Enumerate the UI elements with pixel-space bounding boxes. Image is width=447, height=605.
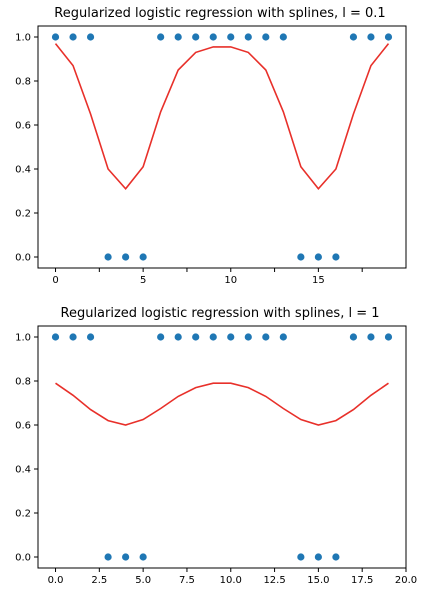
chart-2-y-tick-label: 1.0 <box>15 333 31 344</box>
chart-2-axes-frame <box>37 325 407 569</box>
chart-2-data-point <box>192 333 200 341</box>
chart-1-y-tick-label: 0.6 <box>15 121 31 132</box>
chart-2-data-point <box>262 333 270 341</box>
chart-1-y-tick-label: 0.2 <box>15 209 31 220</box>
chart-1-data-point <box>51 33 60 41</box>
chart-1-x-tick-label: 10 <box>224 275 237 286</box>
chart-2-data-point <box>69 333 77 341</box>
chart-1-title: Regularized logistic regression with spl… <box>54 6 385 21</box>
chart-2-data-point <box>122 553 130 561</box>
chart-2-data-point <box>86 333 95 341</box>
chart-2-data-point <box>349 333 358 341</box>
chart-1-y-tick-label: 1.0 <box>15 33 31 44</box>
chart-1-data-point <box>86 33 95 41</box>
chart-2-x-tick-label: 2.5 <box>91 575 107 586</box>
chart-1: Regularized logistic regression with spl… <box>15 6 407 286</box>
chart-2-x-tick-label: 15.0 <box>307 575 329 586</box>
chart-2-title: Regularized logistic regression with spl… <box>61 306 380 321</box>
chart-1-data-point <box>332 253 340 261</box>
chart-1-data-point <box>227 33 235 41</box>
chart-1-y-tick-label: 0.4 <box>15 165 31 176</box>
chart-2-data-point <box>384 333 393 341</box>
chart-2-data-point <box>104 553 112 561</box>
chart-1-data-point <box>384 33 393 41</box>
chart-2-data-point <box>297 553 305 561</box>
chart-2-y-tick-label: 0.8 <box>15 377 31 388</box>
chart-2-x-tick-label: 17.5 <box>351 575 373 586</box>
chart-2-x-tick-label: 0.0 <box>48 575 64 586</box>
chart-1-data-point <box>244 33 252 41</box>
chart-2-data-point <box>227 333 235 341</box>
chart-1-points-layer <box>51 33 393 261</box>
chart-2-data-point <box>51 333 60 341</box>
chart-1-x-tick-label: 5 <box>140 275 146 286</box>
chart-1-data-point <box>139 253 147 261</box>
chart-2-x-tick-label: 10.0 <box>220 575 242 586</box>
chart-1-data-point <box>262 33 270 41</box>
chart-2-data-point <box>244 333 252 341</box>
chart-1-data-point <box>349 33 358 41</box>
chart-1-x-ticks: 0 5 10 15 <box>52 268 363 286</box>
chart-2-y-tick-label: 0.2 <box>15 509 31 520</box>
chart-2-data-point <box>209 333 217 341</box>
chart-2-y-ticks: 0.0 0.2 0.4 0.6 0.8 1.0 <box>15 333 38 564</box>
chart-1-data-point <box>122 253 130 261</box>
chart-2-x-tick-label: 7.5 <box>179 575 195 586</box>
chart-2-x-ticks: 0.0 2.5 5.0 7.5 10.0 12.5 15.0 17.5 20.0 <box>48 568 417 586</box>
chart-2-data-point <box>314 553 322 561</box>
chart-2-y-tick-label: 0.0 <box>15 553 31 564</box>
chart-1-x-tick-label: 15 <box>312 275 325 286</box>
chart-2-data-point <box>367 333 375 341</box>
chart-1-y-tick-label: 0.8 <box>15 77 31 88</box>
chart-2-y-tick-label: 0.4 <box>15 465 31 476</box>
chart-2-data-point <box>279 333 287 341</box>
chart-2-data-point <box>139 553 147 561</box>
chart-2-x-tick-label: 5.0 <box>135 575 151 586</box>
chart-1-curve-layer <box>54 43 390 191</box>
chart-1-data-point <box>314 253 322 261</box>
chart-1-axes-frame <box>37 25 407 269</box>
chart-2-x-tick-label: 12.5 <box>263 575 285 586</box>
chart-2-spline-curve <box>55 382 389 426</box>
chart-1-data-point <box>104 253 112 261</box>
chart-1-data-point <box>279 33 287 41</box>
chart-2-curve-layer <box>55 382 389 426</box>
chart-1-data-point <box>192 33 200 41</box>
chart-1-data-point <box>209 33 217 41</box>
chart-1-data-point <box>367 33 375 41</box>
chart-1-data-point <box>157 33 165 41</box>
chart-1-x-tick-label: 0 <box>52 275 58 286</box>
chart-1-data-point <box>69 33 77 41</box>
chart-2-x-tick-label: 20.0 <box>395 575 417 586</box>
chart-1-data-point <box>174 33 182 41</box>
chart-1-data-point <box>297 253 305 261</box>
chart-1-y-tick-label: 0.0 <box>15 253 31 264</box>
chart-2-data-point <box>332 553 340 561</box>
chart-2: Regularized logistic regression with spl… <box>15 306 417 586</box>
chart-2-points-layer <box>51 333 393 561</box>
chart-1-spline-curve <box>54 43 390 191</box>
chart-2-y-tick-label: 0.6 <box>15 421 31 432</box>
chart-2-data-point <box>157 333 165 341</box>
chart-2-data-point <box>174 333 182 341</box>
chart-1-y-ticks: 0.0 0.2 0.4 0.6 0.8 1.0 <box>15 33 38 264</box>
